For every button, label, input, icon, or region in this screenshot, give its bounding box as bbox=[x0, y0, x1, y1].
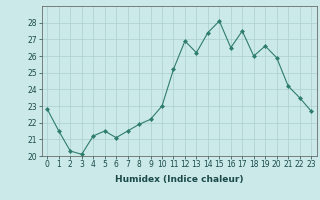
X-axis label: Humidex (Indice chaleur): Humidex (Indice chaleur) bbox=[115, 175, 244, 184]
